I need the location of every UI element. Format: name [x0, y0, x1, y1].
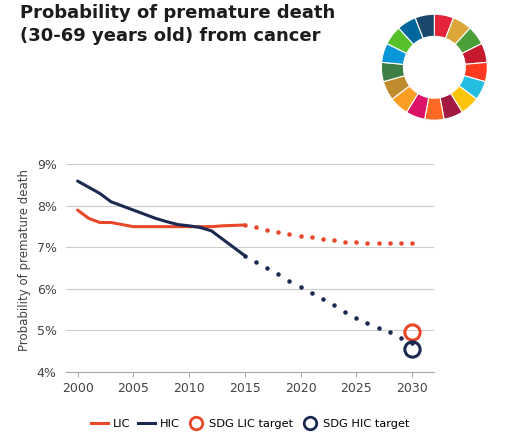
Wedge shape [382, 43, 407, 65]
Wedge shape [406, 93, 429, 119]
Wedge shape [462, 43, 487, 65]
Wedge shape [464, 62, 487, 82]
Wedge shape [392, 86, 418, 112]
Circle shape [404, 36, 465, 98]
Wedge shape [381, 62, 405, 82]
Text: Probability of premature death
(30-69 years old) from cancer: Probability of premature death (30-69 ye… [20, 4, 336, 45]
Wedge shape [434, 14, 453, 39]
Y-axis label: Probability of premature death: Probability of premature death [18, 169, 31, 351]
Wedge shape [425, 97, 444, 120]
Wedge shape [415, 14, 434, 39]
Wedge shape [446, 18, 470, 44]
Wedge shape [383, 76, 410, 99]
Wedge shape [440, 93, 462, 119]
Wedge shape [455, 28, 482, 53]
Wedge shape [399, 18, 423, 44]
Wedge shape [387, 28, 414, 53]
Wedge shape [459, 76, 485, 99]
Legend: LIC, HIC, SDG LIC target, SDG HIC target: LIC, HIC, SDG LIC target, SDG HIC target [86, 414, 414, 433]
Wedge shape [451, 86, 477, 112]
